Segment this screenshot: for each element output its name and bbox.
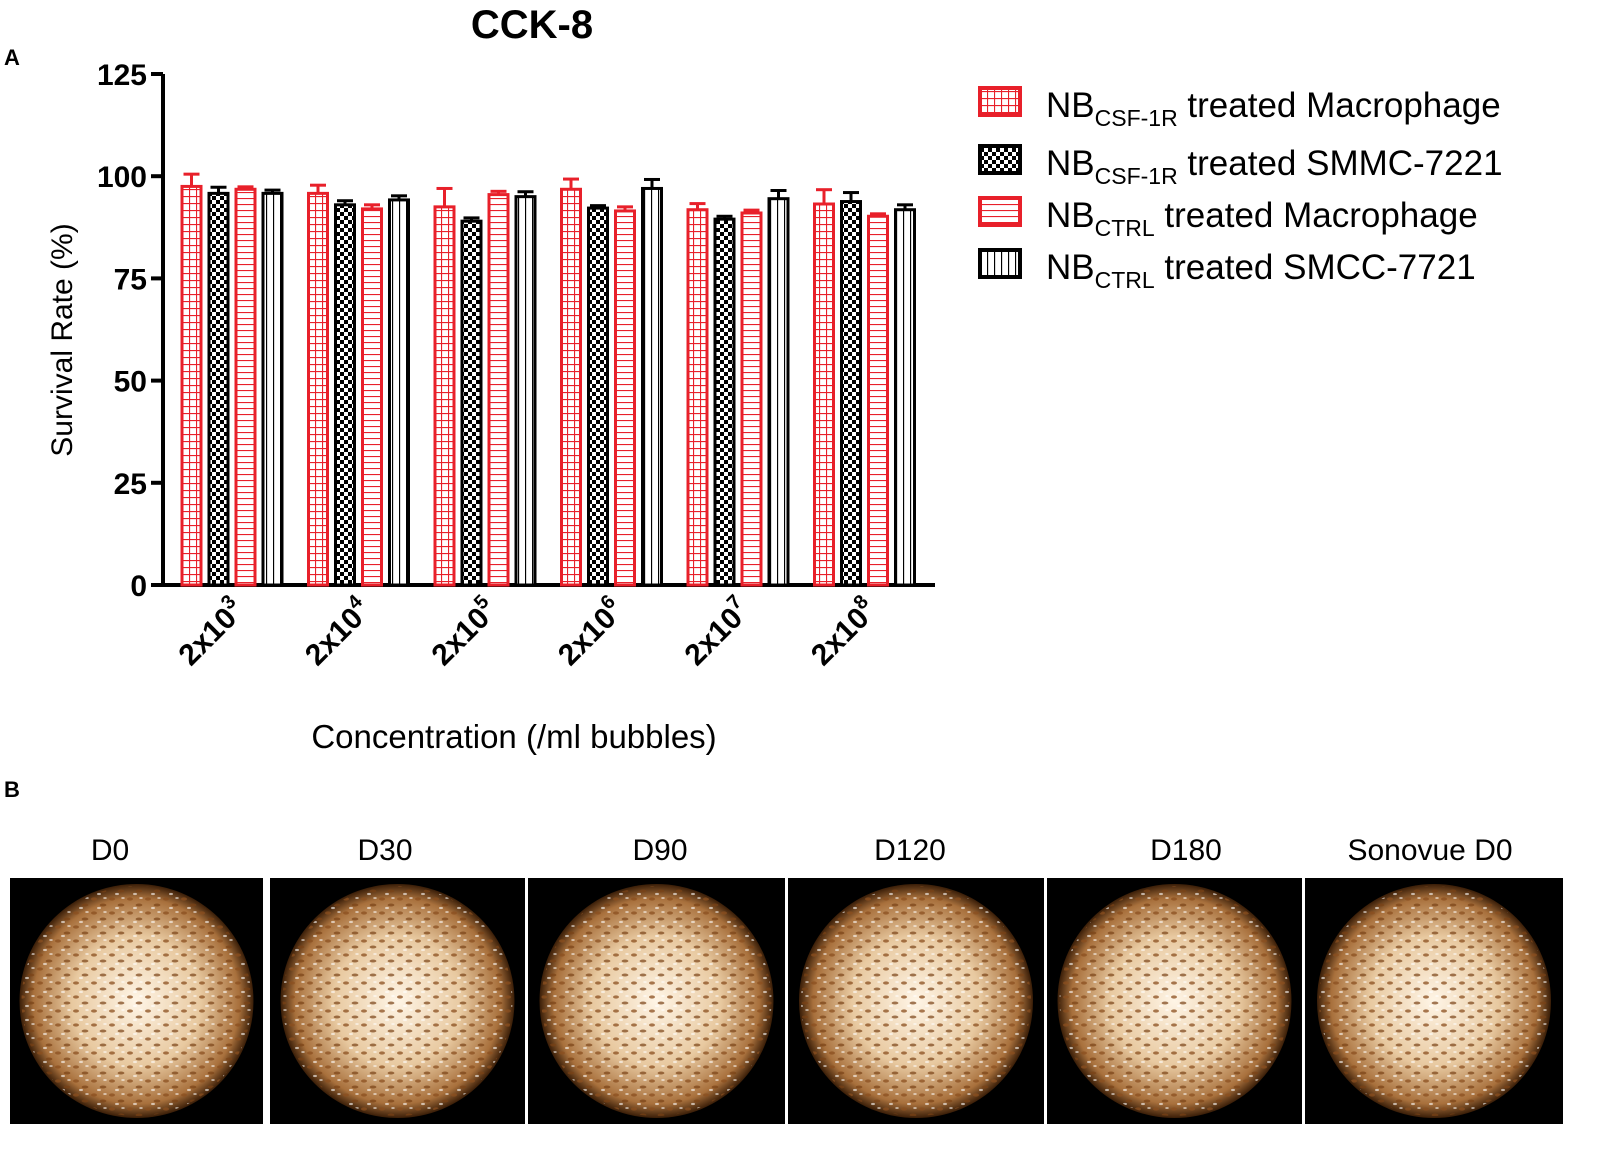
legend-entry: NBCTRL treated SMCC-7721 <box>1046 248 1476 293</box>
bar <box>207 191 230 587</box>
x-tick-label: 2x103 <box>170 591 251 672</box>
bar <box>180 184 203 587</box>
bar <box>261 191 284 587</box>
bar <box>894 208 916 587</box>
bar <box>560 187 582 587</box>
x-tick-label: 2x107 <box>676 591 757 672</box>
bar <box>388 198 410 587</box>
x-tick-label: 2x105 <box>423 591 504 672</box>
bar <box>587 206 609 587</box>
bar <box>713 217 736 587</box>
bar <box>487 193 510 587</box>
ultrasound-label: D180 <box>1150 834 1222 867</box>
bar <box>686 208 709 587</box>
y-tick-label: 100 <box>97 161 147 194</box>
ultrasound-label: D30 <box>357 834 412 867</box>
ultrasound-speckle <box>801 886 1031 1116</box>
bar <box>767 197 790 587</box>
legend-swatch <box>978 248 1022 279</box>
ultrasound-speckle <box>282 886 513 1116</box>
panel-a-label: A <box>4 45 20 70</box>
chart-title: CCK-8 <box>471 3 593 47</box>
x-tick-label: 2x104 <box>296 590 378 672</box>
ultrasound-label: D0 <box>91 834 129 867</box>
x-axis-label: Concentration (/ml bubbles) <box>311 718 716 755</box>
legend-entry: NBCTRL treated Macrophage <box>1046 196 1478 241</box>
panel-b-label: B <box>4 777 20 802</box>
ultrasound-speckle <box>1059 886 1290 1116</box>
ultrasound-label: D90 <box>632 834 687 867</box>
svg-text:2x104: 2x104 <box>296 590 378 672</box>
legend-swatch <box>978 196 1022 227</box>
bar <box>641 186 663 587</box>
bar <box>460 219 483 587</box>
ultrasound-speckle <box>21 886 252 1116</box>
svg-text:2x107: 2x107 <box>676 591 757 672</box>
bar <box>740 211 763 587</box>
y-tick-label: 0 <box>130 570 147 603</box>
bar <box>234 187 257 587</box>
bar <box>433 205 456 587</box>
y-tick-label: 125 <box>97 59 147 92</box>
ultrasound-label: D120 <box>874 834 946 867</box>
y-tick-label: 25 <box>114 468 147 501</box>
x-tick-label: 2x106 <box>549 591 630 672</box>
ultrasound-speckle <box>541 886 772 1116</box>
ultrasound-label: Sonovue D0 <box>1347 834 1512 867</box>
bar <box>614 209 636 587</box>
y-tick-label: 50 <box>114 366 147 399</box>
svg-text:2x103: 2x103 <box>170 591 251 672</box>
bar <box>334 203 356 587</box>
bar <box>514 195 537 587</box>
svg-text:2x108: 2x108 <box>802 591 883 672</box>
bar <box>840 200 862 587</box>
ultrasound-speckle <box>1319 886 1549 1116</box>
svg-text:2x106: 2x106 <box>549 591 630 672</box>
legend-entry: NBCSF-1R treated Macrophage <box>1046 86 1501 131</box>
legend-entry: NBCSF-1R treated SMMC-7221 <box>1046 144 1503 189</box>
legend-swatch <box>978 86 1022 117</box>
y-tick-label: 75 <box>114 263 147 296</box>
bar <box>813 202 835 587</box>
bar <box>361 207 383 587</box>
x-tick-label: 2x108 <box>802 591 883 672</box>
svg-text:2x105: 2x105 <box>423 591 504 672</box>
y-axis-label: Survival Rate (%) <box>46 223 79 456</box>
bar <box>307 191 329 587</box>
legend-swatch <box>978 144 1022 175</box>
bar <box>867 214 889 587</box>
